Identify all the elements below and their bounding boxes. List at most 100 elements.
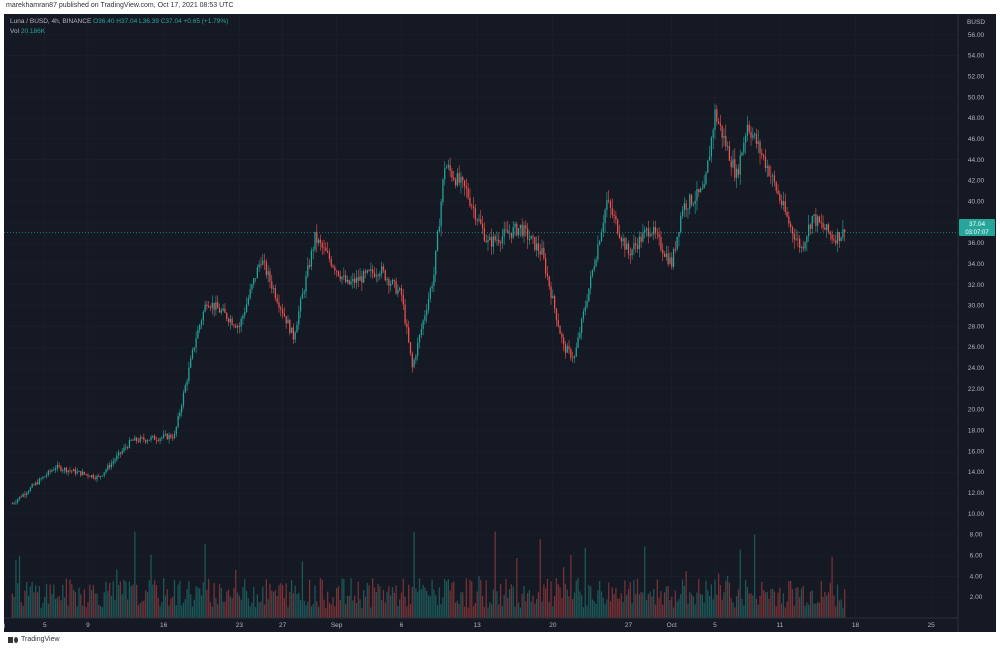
candle-body (804, 242, 806, 249)
candle-body (645, 228, 648, 230)
candle-body (92, 475, 95, 479)
volume-bar (254, 606, 257, 618)
volume-bar (29, 586, 31, 618)
volume-bar (411, 586, 413, 618)
candle-body (130, 439, 132, 441)
volume-bar (786, 601, 788, 618)
candle-body (781, 200, 783, 206)
volume-bar (89, 584, 91, 618)
candle-body (472, 206, 475, 209)
volume-bar (136, 584, 138, 618)
candle-body (262, 260, 264, 265)
candle-body (290, 327, 293, 334)
candle-body (186, 381, 188, 386)
candle-body (582, 311, 585, 319)
volume-bar (427, 595, 430, 618)
candle-body (635, 243, 637, 246)
volume-bar (790, 580, 792, 618)
candle-body (433, 274, 435, 287)
volume-bar (617, 598, 619, 618)
volume-bar (235, 569, 237, 618)
price-badge-countdown: 03:07:07 (965, 230, 989, 236)
volume-bar (343, 579, 345, 618)
candlestick-chart[interactable]: 2.00 4.00 6.00 8.00 10.00 12.00 14.00 16.00 18.0… (0, 14, 996, 632)
candle-body (838, 232, 840, 241)
volume-bar (274, 590, 277, 618)
candle-body (525, 225, 527, 229)
candle-body (44, 476, 46, 478)
volume-bar (67, 605, 69, 618)
candle-body (609, 201, 612, 208)
candle-body (523, 225, 525, 236)
volume-bar (130, 586, 132, 618)
volume-bar (791, 589, 794, 618)
candle-body (501, 236, 504, 244)
volume-bar (47, 603, 49, 618)
volume-bar (145, 590, 147, 618)
volume-bar (117, 584, 120, 618)
candle-body (161, 437, 163, 439)
candle-body (357, 277, 359, 281)
candle-body (379, 273, 381, 277)
candle-body (728, 146, 731, 161)
candle-body (350, 281, 352, 285)
candle-body (568, 346, 570, 350)
volume-bar (490, 604, 493, 618)
candle-body (229, 318, 231, 323)
candle-body (263, 260, 266, 262)
volume-bar (799, 597, 801, 618)
volume-label[interactable]: Vol (10, 28, 20, 35)
volume-bar (485, 580, 487, 618)
volume-bar (660, 591, 662, 618)
volume-bar (236, 592, 239, 618)
volume-bar (152, 584, 154, 618)
candle-body (489, 237, 491, 241)
candle-body (741, 152, 743, 156)
candle-body (101, 475, 104, 477)
volume-bar (597, 590, 599, 618)
volume-bar (161, 602, 163, 618)
volume-bar (420, 589, 422, 618)
candle-body (143, 437, 145, 440)
volume-bar (96, 593, 98, 618)
candle-body (395, 281, 397, 294)
y-tick-label: 46.00 (968, 136, 985, 143)
candle-body (640, 236, 642, 242)
price-badge-value: 37.04 (969, 221, 986, 228)
candle-body (152, 435, 154, 438)
volume-bar (181, 605, 183, 618)
volume-bar (658, 597, 660, 618)
volume-bar (721, 599, 723, 618)
volume-bar (746, 587, 749, 618)
candle-body (114, 459, 116, 462)
chart-panel[interactable]: 2.00 4.00 6.00 8.00 10.00 12.00 14.00 16.00 18.0… (0, 14, 996, 632)
volume-bar (299, 599, 302, 618)
volume-bar (168, 605, 170, 618)
volume-bar (56, 597, 58, 618)
volume-bar (680, 594, 682, 618)
y-tick-label: 48.00 (968, 115, 985, 122)
volume-bar (172, 596, 174, 618)
volume-bar (63, 597, 66, 618)
volume-bar (689, 591, 691, 618)
candle-body (267, 271, 269, 276)
candle-body (231, 318, 233, 325)
volume-bar (150, 554, 152, 618)
volume-bar (364, 596, 367, 618)
ohlc-low: L36.39 (139, 18, 159, 25)
candle-body (60, 466, 62, 471)
candle-body (795, 238, 797, 240)
volume-bar (838, 600, 840, 618)
volume-bar (435, 594, 437, 618)
volume-bar (159, 606, 161, 618)
candle-body (69, 470, 71, 472)
candle-body (469, 197, 471, 206)
candle-body (179, 412, 181, 417)
symbol-label[interactable]: Luna / BUSD, 4h, BINANCE (10, 18, 92, 25)
volume-bar (379, 586, 381, 618)
volume-bar (33, 592, 35, 618)
volume-bar (705, 580, 707, 618)
candle-body (326, 251, 329, 253)
volume-bar (253, 586, 255, 618)
volume-bar (417, 591, 419, 618)
